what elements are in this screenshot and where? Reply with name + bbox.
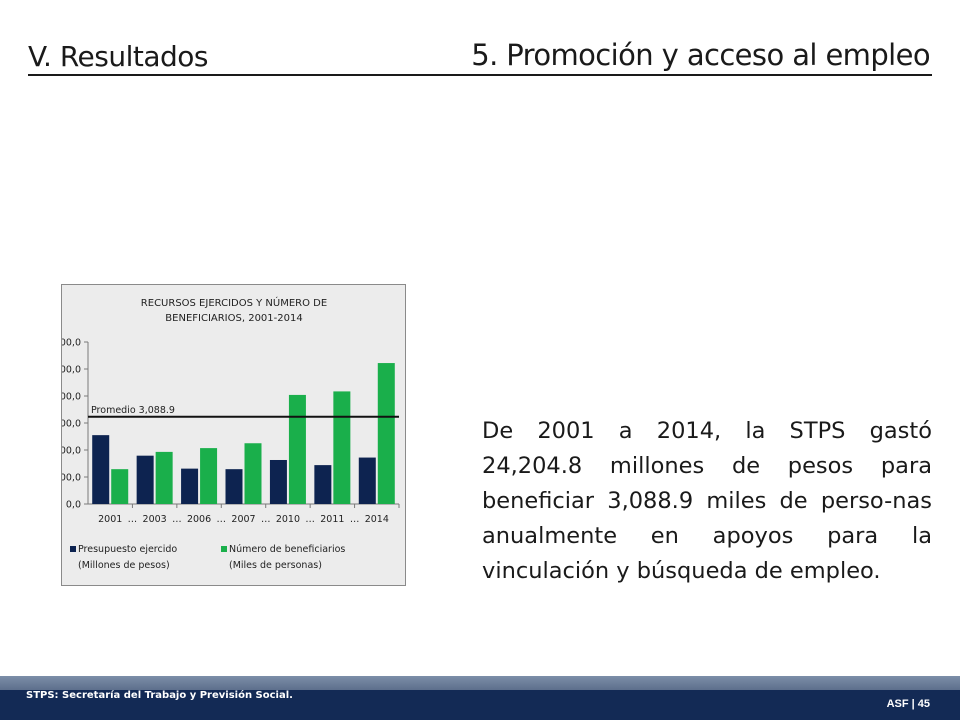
x-separator: … (172, 514, 182, 525)
footer-bar (0, 690, 960, 720)
footer-accent-band (0, 676, 960, 690)
chart-title-line: RECURSOS EJERCIDOS Y NÚMERO DE (141, 296, 327, 309)
footer-note: STPS: Secretaría del Trabajo y Previsión… (26, 690, 293, 701)
bar-beneficiarios (200, 448, 218, 504)
x-tick-label: 2011 (320, 514, 344, 525)
subsection-title: 5. Promoción y acceso al empleo (471, 38, 930, 72)
y-tick-label: 2 000,0 (62, 446, 81, 457)
title-underline (28, 74, 932, 76)
bar-beneficiarios (244, 443, 262, 504)
x-separator: … (128, 514, 138, 525)
bar-beneficiarios (333, 391, 351, 504)
bar-beneficiarios (288, 394, 306, 504)
legend-label-unit: (Miles de personas) (229, 560, 322, 571)
summary-paragraph: De 2001 a 2014, la STPS gastó 24,204.8 m… (482, 418, 932, 584)
section-title: V. Resultados (28, 40, 209, 73)
bar-beneficiarios (377, 363, 395, 504)
x-tick-label: 2003 (143, 514, 167, 525)
bar-presupuesto (92, 435, 110, 504)
bar-presupuesto (225, 469, 243, 504)
bar-beneficiarios (155, 451, 173, 504)
x-separator: … (350, 514, 360, 525)
y-tick-label: 3 000,0 (62, 419, 81, 430)
bar-presupuesto (136, 455, 154, 504)
legend-swatch-beneficiarios (221, 546, 227, 552)
bar-presupuesto (358, 457, 376, 504)
legend-label: Número de beneficiarios (229, 544, 345, 555)
y-tick-label: 1 000,0 (62, 473, 81, 484)
x-tick-label: 2001 (98, 514, 122, 525)
chart-title-line: BENEFICIARIOS, 2001-2014 (165, 313, 302, 324)
bar-presupuesto (181, 468, 199, 504)
x-separator: … (305, 514, 315, 525)
x-separator: … (217, 514, 227, 525)
bar-presupuesto (269, 459, 287, 504)
legend-label-unit: (Millones de pesos) (78, 560, 170, 571)
x-tick-label: 2007 (231, 514, 255, 525)
legend-label: Presupuesto ejercido (78, 544, 177, 555)
average-line-label: Promedio 3,088.9 (91, 405, 175, 416)
chart-panel: RECURSOS EJERCIDOS Y NÚMERO DE BENEFICIAR… (61, 284, 406, 586)
y-tick-label: 5 000,0 (62, 365, 81, 376)
x-tick-label: 2010 (276, 514, 300, 525)
x-tick-label: 2006 (187, 514, 211, 525)
bar-beneficiarios (111, 469, 129, 504)
bar-presupuesto (314, 465, 332, 504)
legend-swatch-presupuesto (70, 546, 76, 552)
page-number: ASF | 45 (886, 698, 930, 710)
y-tick-label: 0,0 (66, 500, 81, 511)
y-tick-label: 4 000,0 (62, 392, 81, 403)
y-tick-label: 6 000,0 (62, 338, 81, 349)
x-tick-label: 2014 (365, 514, 389, 525)
x-separator: … (261, 514, 271, 525)
bar-chart: RECURSOS EJERCIDOS Y NÚMERO DE BENEFICIAR… (62, 296, 400, 571)
